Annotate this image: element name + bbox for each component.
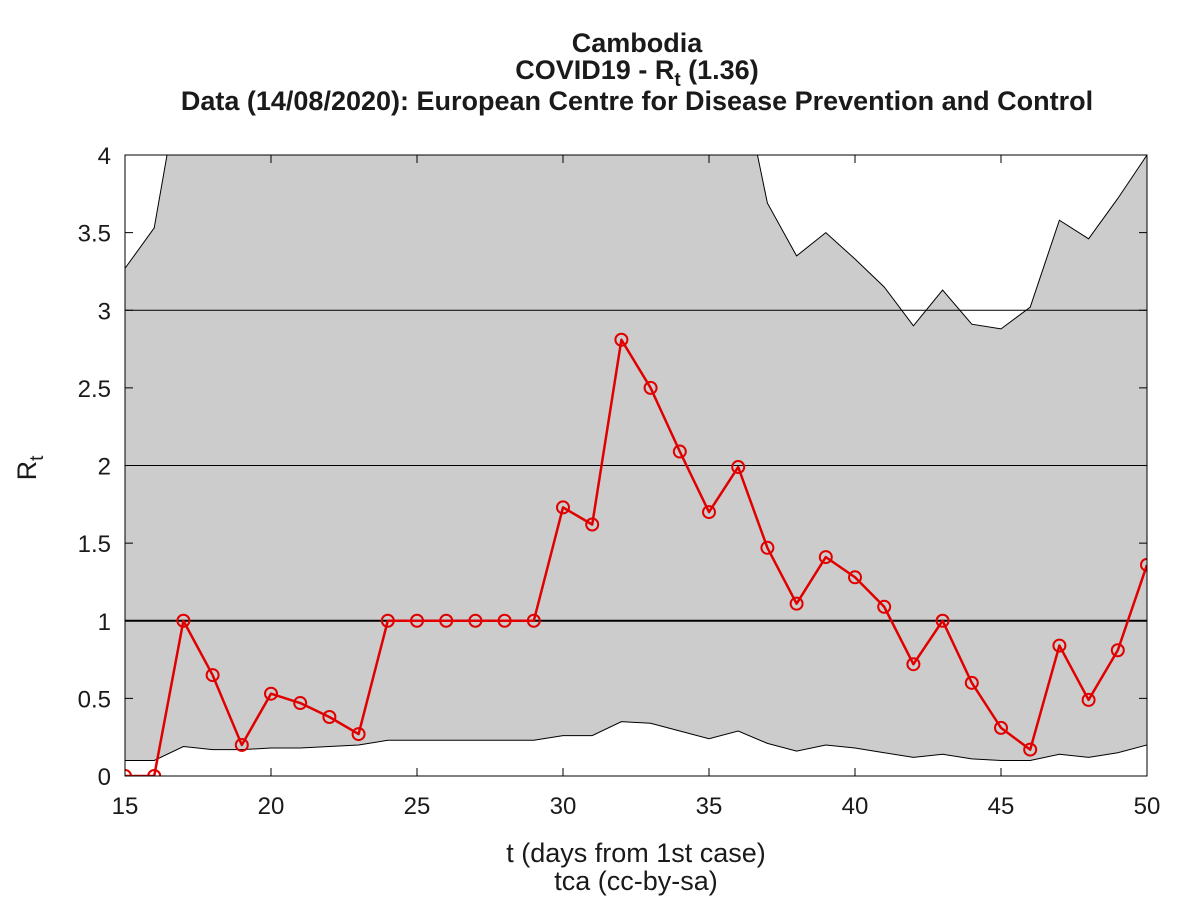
x-tick-label: 25	[404, 793, 431, 820]
rt-data-point	[439, 613, 454, 628]
y-tick-label: 0	[98, 764, 111, 791]
x-tick-label: 50	[1134, 793, 1161, 820]
axes-group	[124, 154, 1148, 777]
y-tick-label: 4	[98, 143, 111, 170]
rt-data-point	[1110, 643, 1125, 658]
y-axis-label: Rt	[12, 455, 48, 481]
series-group	[125, 332, 1147, 776]
x-tick-labels-group: 15 20 25 30 35 40 45 50	[112, 793, 1161, 820]
rt-data-point	[293, 696, 308, 711]
chart-title-metric-subscript: t	[674, 70, 681, 91]
rt-data-point	[643, 380, 658, 395]
rt-data-point	[468, 613, 483, 628]
rt-data-point	[1081, 692, 1096, 707]
credit-text: tca (cc-by-sa)	[554, 866, 718, 896]
rt-data-point	[585, 517, 600, 532]
x-tick-label: 15	[112, 793, 139, 820]
rt-data-point	[760, 540, 775, 555]
y-tick-label: 3	[98, 298, 111, 325]
rt-data-point	[1052, 638, 1067, 653]
y-axis-label-subscript: t	[27, 455, 48, 461]
rt-data-point	[205, 668, 220, 683]
rt-data-point	[147, 769, 162, 776]
y-tick-label: 3.5	[78, 221, 111, 248]
rt-data-point	[1140, 557, 1147, 572]
rt-data-point	[497, 613, 512, 628]
chart-title-metric-value: (1.36)	[681, 55, 759, 85]
rt-data-point	[556, 500, 570, 515]
rt-data-point	[526, 613, 541, 628]
y-tick-labels-group: 0 0.5 1 1.5 2 2.5 3 3.5 4	[78, 143, 111, 791]
rt-data-point	[322, 710, 337, 725]
y-tick-label: 1.5	[78, 531, 111, 558]
x-axis-label: t (days from 1st case)	[506, 838, 766, 868]
rt-data-point	[964, 675, 979, 690]
confidence-band-group	[125, 155, 1147, 761]
confidence-band-area	[125, 155, 1147, 761]
rt-data-point	[264, 686, 278, 701]
y-tick-label: 2.5	[78, 376, 111, 403]
rt-data-point	[731, 460, 746, 475]
rt-data-point	[176, 613, 191, 628]
band-upper-edge	[125, 155, 1147, 330]
chart-title-metric: COVID19 - Rt (1.36)	[515, 55, 758, 91]
x-tick-label: 45	[988, 793, 1015, 820]
rt-data-point	[994, 720, 1008, 735]
x-tick-label: 35	[696, 793, 723, 820]
rt-data-point	[818, 550, 833, 565]
rt-data-point	[672, 444, 687, 459]
rt-data-point	[935, 613, 950, 628]
y-tick-label: 0.5	[78, 686, 111, 713]
y-tick-label: 1	[98, 609, 111, 636]
rt-data-point	[410, 613, 424, 628]
rt-data-point	[234, 737, 249, 752]
rt-data-point	[877, 599, 892, 614]
x-tick-label: 40	[842, 793, 869, 820]
chart-title-source: Data (14/08/2020): European Centre for D…	[181, 86, 1093, 116]
rt-data-point	[702, 505, 716, 520]
y-tick-label: 2	[98, 454, 111, 481]
y-axis-label-main: R	[12, 461, 42, 481]
rt-data-point	[614, 332, 629, 347]
grid-lines-group	[125, 309, 1147, 622]
x-tick-label: 20	[258, 793, 285, 820]
rt-data-point	[380, 613, 395, 628]
x-tick-label: 30	[550, 793, 577, 820]
rt-data-point	[351, 727, 366, 742]
band-lower-edge	[125, 721, 1147, 761]
chart-title-country: Cambodia	[572, 28, 704, 58]
chart-title-metric-main: COVID19 - R	[515, 55, 674, 85]
rt-data-point	[906, 657, 921, 672]
rt-data-point	[789, 596, 804, 611]
rt-data-point	[848, 570, 862, 585]
rt-data-point	[1023, 742, 1038, 757]
